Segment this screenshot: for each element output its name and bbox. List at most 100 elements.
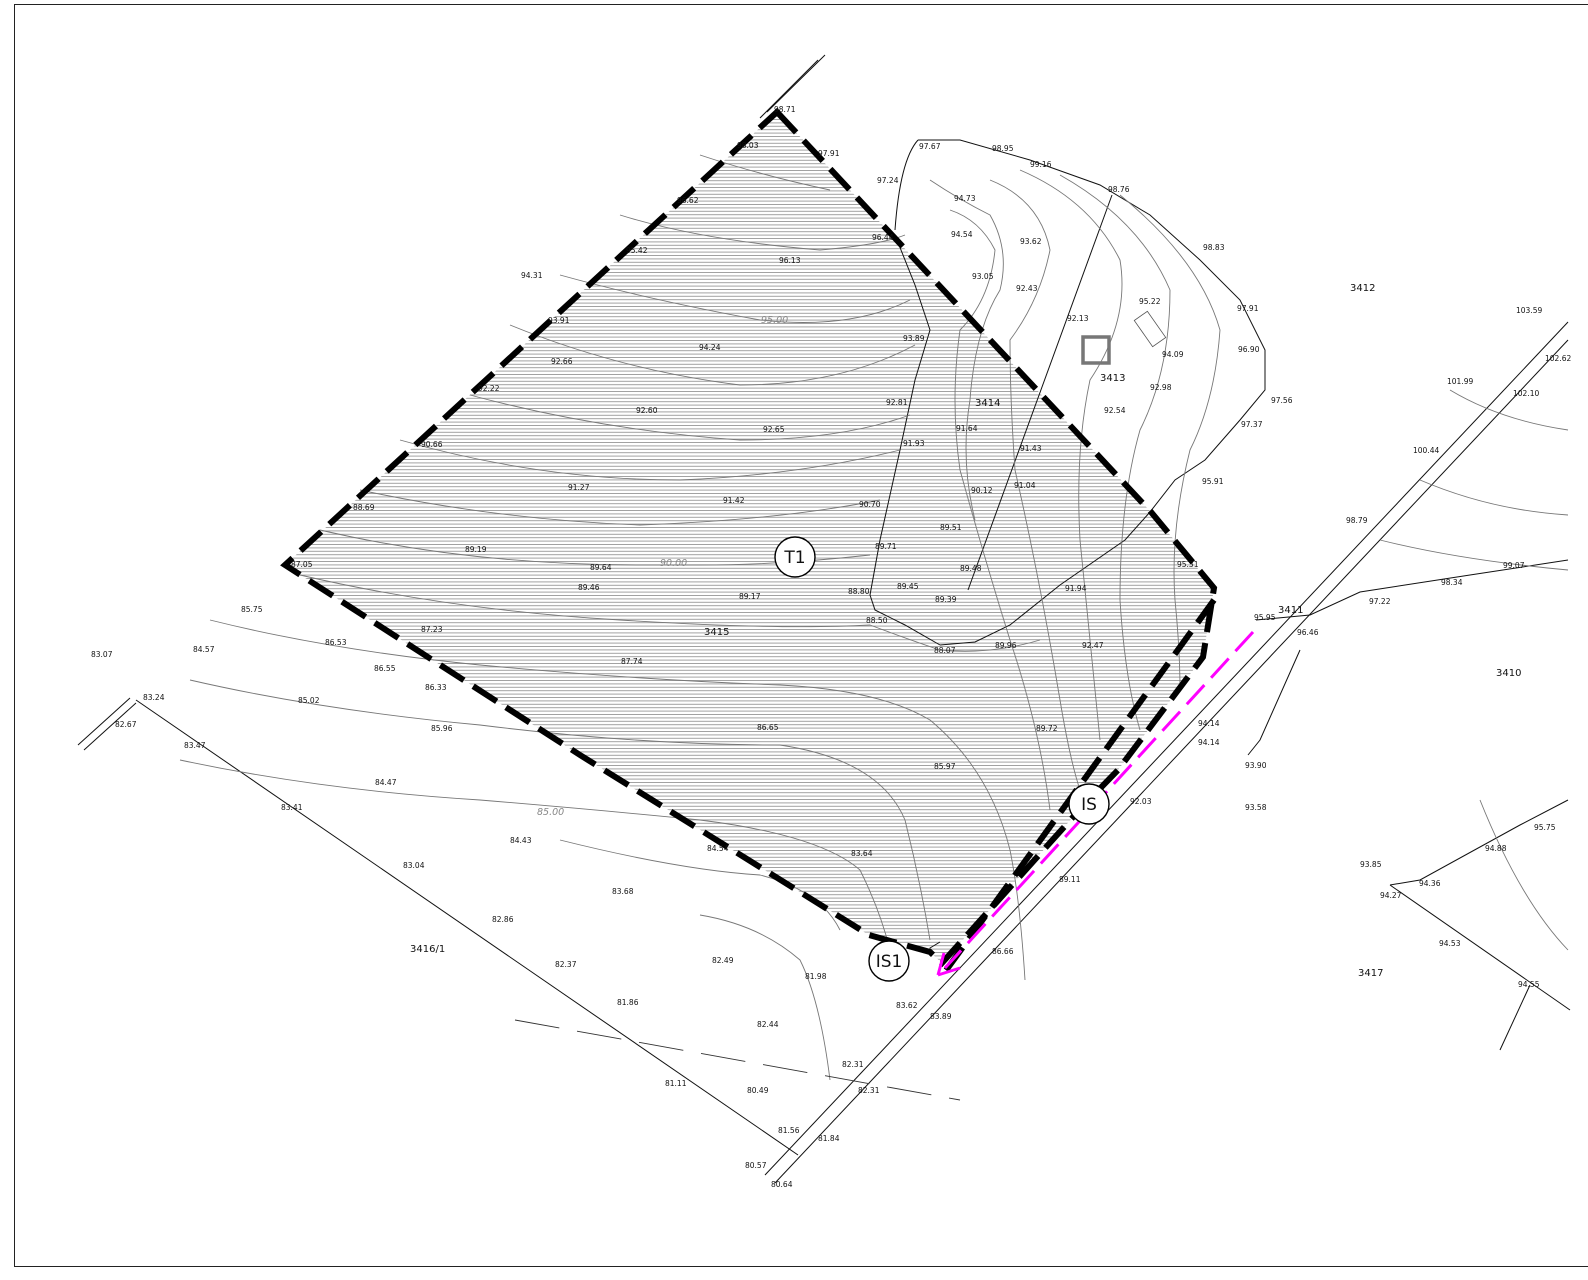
spot-height-label: 96.90 bbox=[1238, 345, 1260, 354]
spot-height-label: 81.56 bbox=[778, 1126, 800, 1135]
spot-height-label: 94.73 bbox=[954, 194, 976, 203]
spot-height-label: 89.96 bbox=[995, 641, 1017, 650]
spot-height-label: 101.99 bbox=[1447, 377, 1473, 386]
spot-height-label: 94.14 bbox=[1198, 719, 1220, 728]
spot-height-label: 84.54 bbox=[707, 844, 729, 853]
spot-height-label: 83.68 bbox=[612, 887, 634, 896]
spot-height-label: 93.89 bbox=[903, 334, 925, 343]
spot-height-label: 85.02 bbox=[298, 696, 320, 705]
spot-height-label: 97.67 bbox=[919, 142, 941, 151]
svg-text:IS: IS bbox=[1081, 795, 1097, 815]
contour-label: 90.00 bbox=[660, 558, 687, 569]
spot-height-label: 84.57 bbox=[193, 645, 215, 654]
spot-height-label: 99.07 bbox=[1503, 561, 1525, 570]
spot-height-label: 98.34 bbox=[1441, 578, 1463, 587]
spot-height-label: 91.93 bbox=[903, 439, 925, 448]
spot-height-label: 88.69 bbox=[353, 503, 375, 512]
spot-height-label: 83.41 bbox=[281, 803, 303, 812]
spot-height-label: 93.05 bbox=[972, 272, 994, 281]
spot-height-label: 82.49 bbox=[712, 956, 734, 965]
spot-height-label: 89.48 bbox=[960, 564, 982, 573]
spot-height-label: 87.74 bbox=[621, 657, 643, 666]
spot-height-label: 92.98 bbox=[1150, 383, 1172, 392]
spot-height-label: 89.46 bbox=[578, 583, 600, 592]
building-icon bbox=[1081, 335, 1111, 365]
spot-height-label: 89.19 bbox=[465, 545, 487, 554]
spot-height-label: 97.37 bbox=[1241, 420, 1263, 429]
spot-height-label: 97.24 bbox=[877, 176, 899, 185]
spot-height-label: 82.31 bbox=[858, 1086, 880, 1095]
spot-height-label: 87.05 bbox=[291, 560, 313, 569]
spot-height-label: 80.64 bbox=[771, 1180, 793, 1189]
spot-height-label: 80.49 bbox=[747, 1086, 769, 1095]
spot-height-label: 95.95 bbox=[1254, 613, 1276, 622]
spot-height-label: 94.24 bbox=[699, 343, 721, 352]
parcel-label: 3410 bbox=[1496, 668, 1521, 679]
spot-heights: 98.71 98.03 97.91 97.24 96.62 96.44 96.13 95.42… bbox=[91, 105, 1571, 1189]
spot-height-label: 98.95 bbox=[992, 144, 1014, 153]
spot-height-label: 85.75 bbox=[241, 605, 263, 614]
spot-height-label: 92.47 bbox=[1082, 641, 1104, 650]
spot-height-label: 95.91 bbox=[1202, 477, 1224, 486]
spot-height-label: 92.81 bbox=[886, 398, 908, 407]
spot-height-label: 89.51 bbox=[940, 523, 962, 532]
spot-height-label: 82.44 bbox=[757, 1020, 779, 1029]
spot-height-label: 89.72 bbox=[1036, 724, 1058, 733]
svg-text:IS1: IS1 bbox=[876, 952, 903, 972]
spot-height-label: 83.47 bbox=[184, 741, 206, 750]
spot-height-label: 91.42 bbox=[723, 496, 745, 505]
spot-height-label: 93.90 bbox=[1245, 761, 1267, 770]
spot-height-label: 89.17 bbox=[739, 592, 761, 601]
spot-height-label: 86.55 bbox=[374, 664, 396, 673]
spot-height-label: 85.97 bbox=[934, 762, 956, 771]
spot-height-label: 91.04 bbox=[1014, 481, 1036, 490]
spot-height-label: 102.10 bbox=[1513, 389, 1539, 398]
spot-height-label: 95.75 bbox=[1534, 823, 1556, 832]
spot-height-label: 92.22 bbox=[478, 384, 500, 393]
spot-height-label: 103.59 bbox=[1516, 306, 1542, 315]
spot-height-label: 89.71 bbox=[875, 542, 897, 551]
spot-height-label: 102.62 bbox=[1545, 354, 1571, 363]
spot-height-label: 94.36 bbox=[1419, 879, 1441, 888]
spot-height-label: 98.71 bbox=[774, 105, 796, 114]
parcel-label: 3417 bbox=[1358, 968, 1383, 979]
spot-height-label: 98.76 bbox=[1108, 185, 1130, 194]
spot-height-label: 83.04 bbox=[403, 861, 425, 870]
spot-height-label: 92.03 bbox=[1130, 797, 1152, 806]
spot-height-label: 82.86 bbox=[492, 915, 514, 924]
spot-height-label: 81.98 bbox=[805, 972, 827, 981]
spot-height-label: 84.47 bbox=[375, 778, 397, 787]
spot-height-label: 94.31 bbox=[521, 271, 543, 280]
spot-height-label: 83.24 bbox=[143, 693, 165, 702]
small-structure-icon bbox=[1133, 310, 1167, 348]
spot-height-label: 86.65 bbox=[757, 723, 779, 732]
spot-height-label: 97.91 bbox=[1237, 304, 1259, 313]
parcel-label: 3412 bbox=[1350, 283, 1375, 294]
spot-height-label: 96.13 bbox=[779, 256, 801, 265]
contour-label: 95.00 bbox=[761, 315, 788, 326]
spot-height-label: 97.56 bbox=[1271, 396, 1293, 405]
parcel-label: 3414 bbox=[975, 398, 1000, 409]
spot-height-label: 89.11 bbox=[1059, 875, 1081, 884]
spot-height-label: 88.07 bbox=[934, 646, 956, 655]
spot-height-label: 93.91 bbox=[548, 316, 570, 325]
spot-height-label: 97.91 bbox=[818, 149, 840, 158]
spot-height-label: 87.23 bbox=[421, 625, 443, 634]
spot-height-label: 89.39 bbox=[935, 595, 957, 604]
spot-height-label: 91.27 bbox=[568, 483, 590, 492]
spot-height-label: 94.88 bbox=[1485, 844, 1507, 853]
spot-height-label: 93.58 bbox=[1245, 803, 1267, 812]
plot-boundary bbox=[280, 107, 1218, 968]
spot-height-label: 89.64 bbox=[590, 563, 612, 572]
spot-height-label: 94.53 bbox=[1439, 939, 1461, 948]
marker-is: IS bbox=[1068, 783, 1110, 825]
spot-height-label: 85.96 bbox=[431, 724, 453, 733]
spot-height-label: 80.57 bbox=[745, 1161, 767, 1170]
spot-height-label: 92.66 bbox=[551, 357, 573, 366]
spot-height-label: 95.22 bbox=[1139, 297, 1161, 306]
parcel-labels: 3412 3413 3414 3415 3411 3410 3416/1 341… bbox=[410, 283, 1521, 979]
marker-is1: IS1 bbox=[868, 940, 910, 982]
spot-height-label: 92.65 bbox=[763, 425, 785, 434]
dashed-road-line bbox=[514, 1019, 961, 1101]
spot-height-label: 92.54 bbox=[1104, 406, 1126, 415]
